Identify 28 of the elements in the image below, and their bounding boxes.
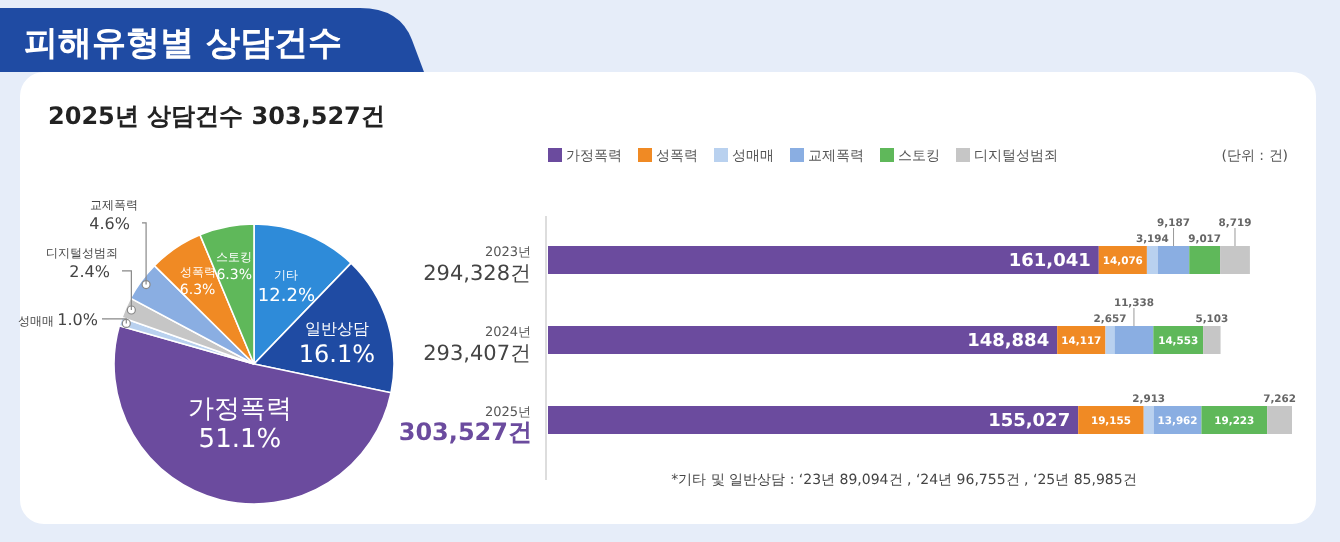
slice-label: 일반상담 (304, 320, 369, 339)
text: 293,407건 (423, 342, 532, 366)
bar (1220, 246, 1250, 274)
bar (1267, 406, 1292, 434)
data-label: 1.0% (57, 310, 99, 329)
text: 303,527건 (398, 418, 532, 446)
bar (1157, 246, 1190, 274)
data-label: 148,884 (967, 332, 1050, 353)
data-label: 161,041 (1008, 252, 1091, 273)
data-label: 51.1% (198, 425, 282, 456)
bar (1143, 406, 1154, 434)
bar (1189, 246, 1221, 274)
data-label: 4.6% (89, 214, 131, 233)
bar (1203, 326, 1221, 354)
bar (548, 326, 1058, 354)
data-label: 16.1% (298, 340, 376, 369)
bar (1114, 326, 1154, 354)
bar (548, 246, 1099, 274)
data-label: 2.4% (69, 262, 111, 281)
chart-title: 피해유형별 상담건수 (24, 24, 342, 64)
bar (1105, 326, 1115, 354)
chart-subtitle: 2025년 상담건수 303,527건 (48, 102, 385, 130)
data-label: 12.2% (257, 287, 316, 308)
data-label: 155,027 (988, 412, 1071, 433)
bar (1146, 246, 1158, 274)
slice-label: 가정폭력 (187, 395, 292, 426)
text: 294,328건 (423, 262, 532, 286)
bar (548, 406, 1079, 434)
